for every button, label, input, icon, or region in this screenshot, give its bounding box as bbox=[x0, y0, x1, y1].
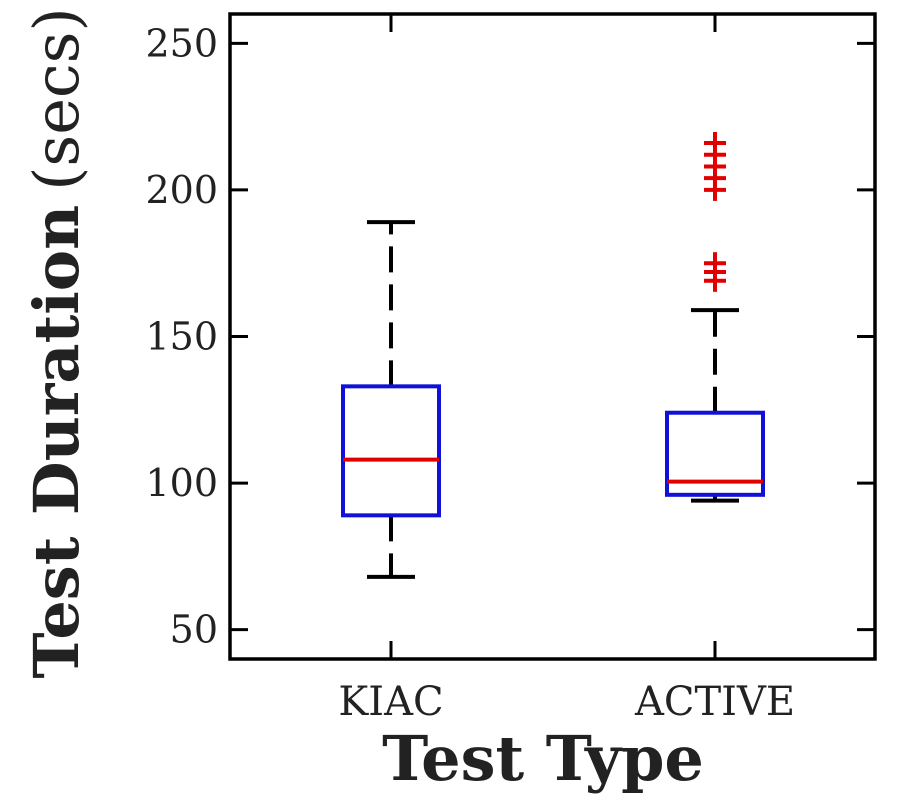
y-tick-label-100: 100 bbox=[145, 461, 218, 505]
x-axis-title: Test Type bbox=[382, 722, 704, 795]
plot-elements bbox=[341, 132, 765, 579]
active-outlier-8 bbox=[704, 132, 726, 154]
y-tick-label-200: 200 bbox=[145, 168, 218, 212]
y-tick-label-250: 250 bbox=[145, 21, 218, 65]
kiac-box bbox=[341, 384, 441, 518]
y-axis-ticks: 50 100 150 200 250 bbox=[145, 21, 875, 652]
x-tick-label-kiac: KIAC bbox=[338, 679, 443, 725]
x-tick-label-active: ACTIVE bbox=[634, 679, 795, 725]
plot-frame bbox=[228, 12, 877, 661]
y-axis-title: Test Duration (secs) bbox=[20, 7, 93, 678]
active-outlier-3 bbox=[704, 252, 726, 275]
y-tick-label-50: 50 bbox=[170, 608, 218, 652]
y-axis-title-unit: (secs) bbox=[20, 7, 93, 190]
x-axis-labels: KIAC ACTIVE bbox=[338, 14, 795, 725]
y-axis-title-main: Test Duration bbox=[20, 205, 93, 679]
y-tick-label-150: 150 bbox=[145, 315, 218, 359]
